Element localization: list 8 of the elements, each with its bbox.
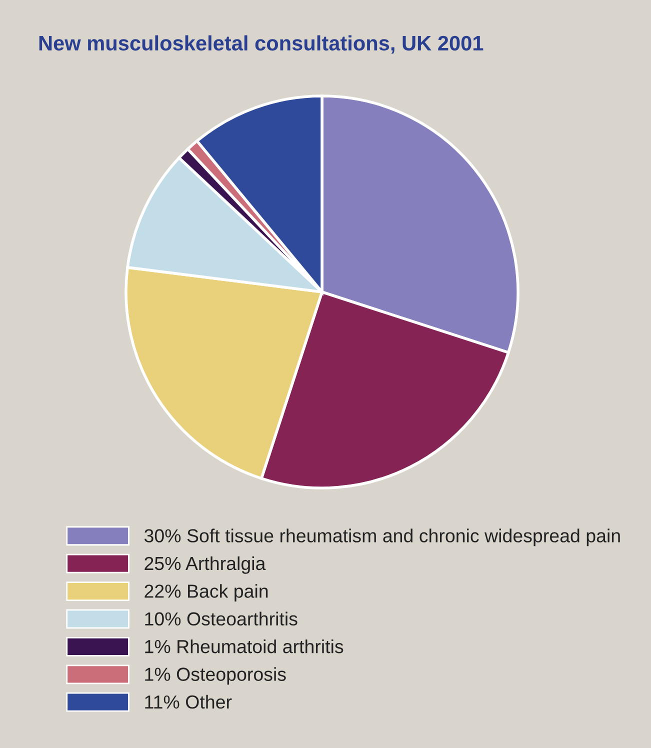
chart-title: New musculoskeletal consultations, UK 2001 xyxy=(39,35,484,54)
legend-label: 30% Soft tissue rheumatism and chronic widespread pain xyxy=(144,528,620,546)
legend-label: 25% Arthralgia xyxy=(144,556,266,574)
legend-label: 22% Back pain xyxy=(144,584,268,602)
legend-label: 10% Osteoarthritis xyxy=(145,612,298,626)
legend-label: 1% Rheumatoid arthritis xyxy=(145,639,344,654)
legend-label: 11% Other xyxy=(145,694,232,709)
legend-label: 1% Osteoporosis xyxy=(145,667,286,685)
